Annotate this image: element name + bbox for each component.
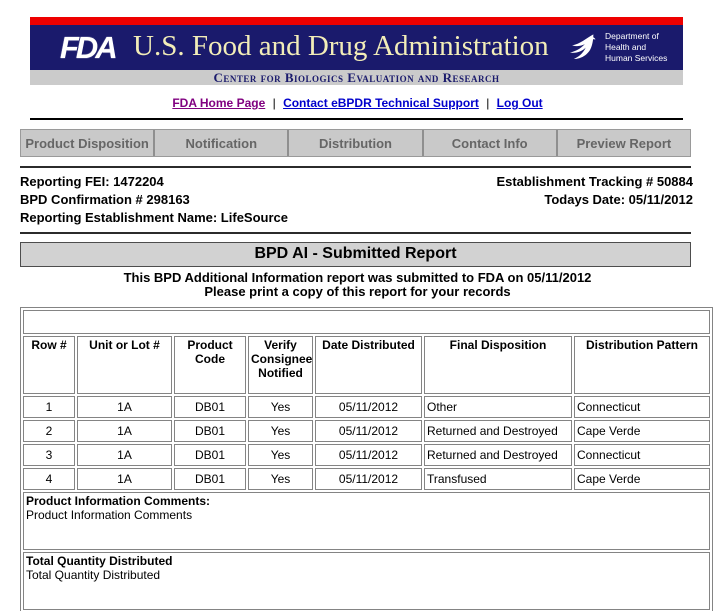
hhs-line: Health and bbox=[605, 42, 647, 52]
verify-consignee: Yes bbox=[248, 444, 313, 466]
col-product-code: Product Code bbox=[174, 336, 246, 394]
reporting-info-block: Reporting FEI: 1472204 BPD Confirmation … bbox=[20, 173, 693, 227]
submitted-note-line1: This BPD Additional Information report w… bbox=[123, 270, 592, 285]
total-quantity-label: Total Quantity Distributed bbox=[26, 554, 173, 568]
log-out-link[interactable]: Log Out bbox=[496, 96, 543, 110]
col-unit-or-lot: Unit or Lot # bbox=[77, 336, 172, 394]
unit-or-lot: 1A bbox=[77, 420, 172, 442]
col-distribution-pattern: Distribution Pattern bbox=[574, 336, 711, 394]
divider bbox=[20, 166, 691, 168]
fda-home-page-link[interactable]: FDA Home Page bbox=[172, 96, 266, 110]
submitted-report-title: BPD AI - Submitted Report bbox=[20, 242, 691, 267]
table-row: 3 1A DB01 Yes 05/11/2012 Returned and De… bbox=[23, 444, 711, 466]
distribution-pattern: Cape Verde bbox=[574, 468, 711, 490]
col-final-disposition: Final Disposition bbox=[424, 336, 572, 394]
total-quantity-distributed-cell: Total Quantity Distributed Total Quantit… bbox=[23, 552, 711, 610]
final-disposition: Returned and Destroyed bbox=[424, 444, 572, 466]
comments-value: Product Information Comments bbox=[26, 508, 193, 522]
hhs-logo-group: Department of Health and Human Services bbox=[567, 30, 677, 66]
reporting-establishment-name: Reporting Establishment Name: LifeSource bbox=[20, 210, 288, 225]
table-row: 1 1A DB01 Yes 05/11/2012 Other Connectic… bbox=[23, 396, 711, 418]
hhs-line: Human Services bbox=[605, 53, 668, 63]
table-row: 4 1A DB01 Yes 05/11/2012 Transfused Cape… bbox=[23, 468, 711, 490]
product-code: DB01 bbox=[174, 468, 246, 490]
col-verify-consignee: Verify Consignee Notified bbox=[248, 336, 313, 394]
final-disposition: Transfused bbox=[424, 468, 572, 490]
contact-support-link[interactable]: Contact eBPDR Technical Support bbox=[283, 96, 479, 110]
link-separator: | bbox=[486, 96, 490, 110]
hhs-department-text: Department of Health and Human Services bbox=[605, 31, 677, 64]
tab-product-disposition[interactable]: Product Disposition bbox=[25, 135, 149, 151]
col-row-number: Row # bbox=[23, 336, 75, 394]
total-quantity-value: Total Quantity Distributed bbox=[26, 568, 161, 582]
red-accent-bar bbox=[30, 17, 683, 25]
row-number: 1 bbox=[23, 396, 75, 418]
divider bbox=[20, 232, 691, 234]
verify-consignee: Yes bbox=[248, 468, 313, 490]
reporting-info-left: Reporting FEI: 1472204 BPD Confirmation … bbox=[20, 173, 288, 227]
tab-contact-info[interactable]: Contact Info bbox=[421, 130, 556, 156]
row-number: 4 bbox=[23, 468, 75, 490]
date-distributed: 05/11/2012 bbox=[315, 468, 422, 490]
product-information-comments-cell: Product Information Comments: Product In… bbox=[23, 492, 711, 550]
section-nav-bar: Product Disposition Notification Distrib… bbox=[20, 129, 691, 157]
row-number: 2 bbox=[23, 420, 75, 442]
table-header-row: Row # Unit or Lot # Product Code Verify … bbox=[23, 336, 711, 394]
reporting-fei: Reporting FEI: 1472204 bbox=[20, 174, 164, 189]
disposition-table: BPD AI - Updated Product Disposition and… bbox=[20, 307, 714, 611]
tab-preview-report[interactable]: Preview Report bbox=[555, 130, 690, 156]
verify-consignee: Yes bbox=[248, 420, 313, 442]
bpd-confirmation: BPD Confirmation # 298163 bbox=[20, 192, 190, 207]
center-subtitle: Center for Biologics Evaluation and Rese… bbox=[30, 70, 683, 85]
final-disposition: Other bbox=[424, 396, 572, 418]
agency-title: U.S. Food and Drug Administration bbox=[133, 30, 549, 62]
fda-masthead: FDA U.S. Food and Drug Administration De… bbox=[30, 17, 683, 85]
product-code: DB01 bbox=[174, 420, 246, 442]
distribution-pattern: Connecticut bbox=[574, 396, 711, 418]
distribution-pattern: Cape Verde bbox=[574, 420, 711, 442]
table-banner-row: BPD AI - Updated Product Disposition and… bbox=[23, 310, 711, 334]
hhs-eagle-icon bbox=[569, 33, 596, 59]
row-number: 3 bbox=[23, 444, 75, 466]
product-code: DB01 bbox=[174, 396, 246, 418]
table-row: 2 1A DB01 Yes 05/11/2012 Returned and De… bbox=[23, 420, 711, 442]
fda-logo: FDA bbox=[60, 30, 118, 65]
link-separator: | bbox=[272, 96, 276, 110]
todays-date: Todays Date: 05/11/2012 bbox=[544, 192, 693, 207]
col-date-distributed: Date Distributed bbox=[315, 336, 422, 394]
total-quantity-row: Total Quantity Distributed Total Quantit… bbox=[23, 552, 711, 610]
unit-or-lot: 1A bbox=[77, 468, 172, 490]
navy-header-band: FDA U.S. Food and Drug Administration De… bbox=[30, 25, 683, 70]
verify-consignee: Yes bbox=[248, 396, 313, 418]
date-distributed: 05/11/2012 bbox=[315, 444, 422, 466]
distribution-pattern: Connecticut bbox=[574, 444, 711, 466]
product-code: DB01 bbox=[174, 444, 246, 466]
top-link-row: FDA Home Page | Contact eBPDR Technical … bbox=[0, 96, 715, 111]
unit-or-lot: 1A bbox=[77, 444, 172, 466]
comments-row: Product Information Comments: Product In… bbox=[23, 492, 711, 550]
tab-distribution[interactable]: Distribution bbox=[287, 130, 421, 156]
establishment-tracking: Establishment Tracking # 50884 bbox=[496, 174, 693, 189]
reporting-info-right: Establishment Tracking # 50884 Todays Da… bbox=[496, 173, 693, 227]
final-disposition: Returned and Destroyed bbox=[424, 420, 572, 442]
submitted-note-line2: Please print a copy of this report for y… bbox=[204, 284, 511, 299]
date-distributed: 05/11/2012 bbox=[315, 396, 422, 418]
hhs-line: Department of bbox=[605, 31, 659, 41]
table-banner: BPD AI - Updated Product Disposition and… bbox=[23, 310, 711, 334]
tab-notification[interactable]: Notification bbox=[153, 130, 287, 156]
divider bbox=[30, 118, 683, 120]
comments-label: Product Information Comments: bbox=[26, 494, 211, 508]
unit-or-lot: 1A bbox=[77, 396, 172, 418]
date-distributed: 05/11/2012 bbox=[315, 420, 422, 442]
